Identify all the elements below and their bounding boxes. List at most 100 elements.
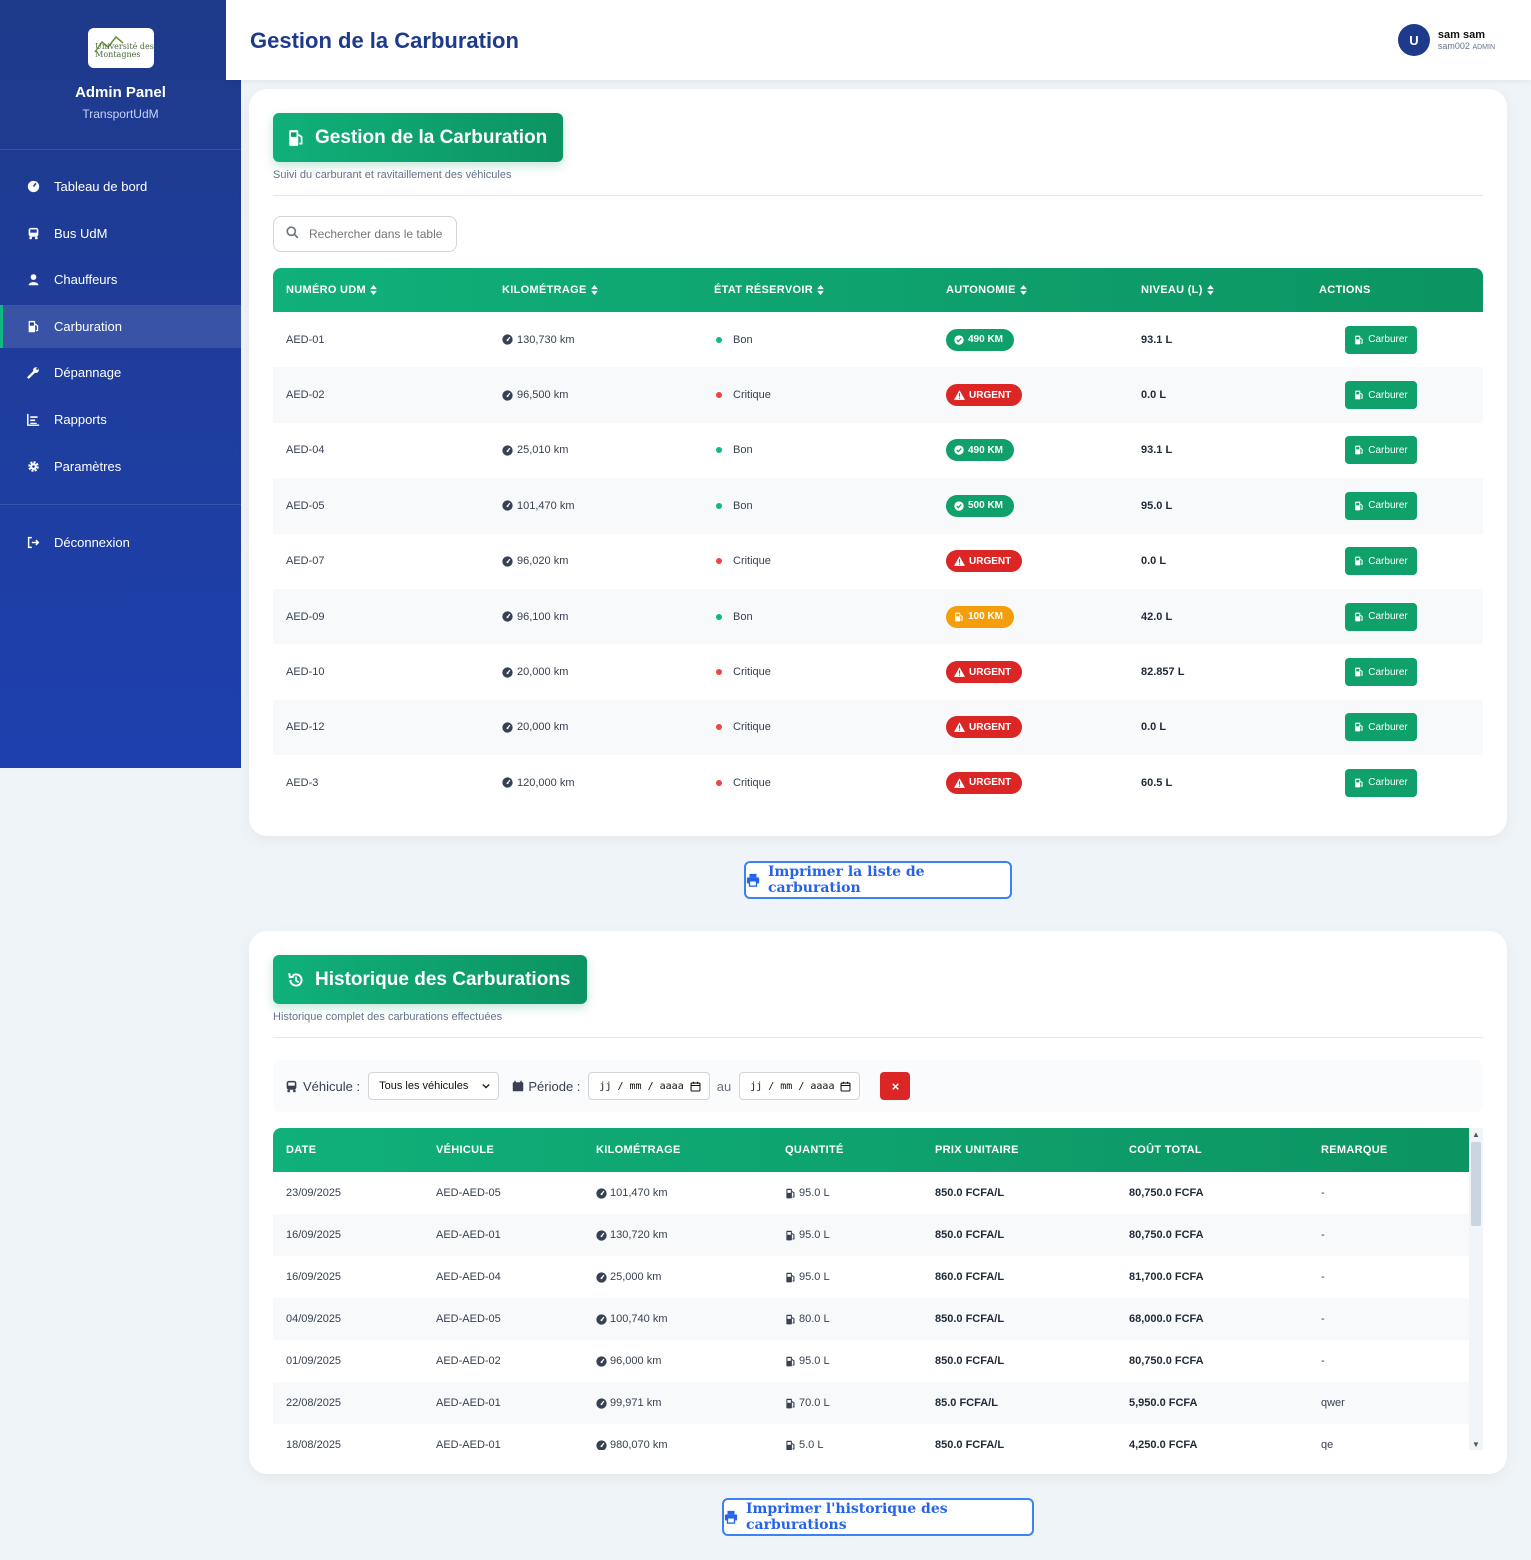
column-header: Véhicule — [423, 1144, 583, 1156]
user-icon — [26, 273, 40, 287]
sidebar-item-label: Dépannage — [54, 365, 122, 381]
sort-icon[interactable] — [817, 285, 824, 295]
vehicle-cell: AED-AED-01 — [423, 1439, 583, 1450]
refuel-button[interactable]: Carburer — [1345, 381, 1417, 410]
gauge-icon — [502, 389, 513, 401]
sort-icon[interactable] — [1206, 285, 1214, 295]
refuel-button[interactable]: Carburer — [1345, 436, 1417, 465]
search-input[interactable] — [309, 227, 443, 241]
scroll-down-icon[interactable]: ▼ — [1472, 1439, 1480, 1449]
sidebar-item-dashboard[interactable]: Tableau de bord — [0, 165, 241, 208]
sort-icon[interactable] — [370, 285, 377, 295]
column-header[interactable]: Numéro UdM — [273, 284, 489, 296]
mileage-value: 25,000 km — [610, 1271, 662, 1283]
date-value: 18/08/2025 — [286, 1439, 342, 1450]
check-circle-icon — [954, 335, 964, 345]
vehicle-number: AED-07 — [286, 555, 325, 568]
sidebar-item-drivers[interactable]: Chauffeurs — [0, 258, 241, 301]
print-history-button[interactable]: Imprimer l'historique des carburations — [722, 1498, 1034, 1536]
date-cell: 18/08/2025 — [273, 1439, 423, 1450]
sort-icon[interactable] — [590, 285, 598, 295]
refuel-button[interactable]: Carburer — [1345, 713, 1417, 742]
quantity-cell: 5.0 L — [772, 1439, 922, 1450]
end-date-input[interactable]: jj / mm / aaaa — [739, 1072, 861, 1100]
remark-cell: - — [1308, 1313, 1469, 1325]
history-table-container[interactable]: Date Véhicule Kilométrage Quantité Prix unit… — [273, 1128, 1483, 1450]
level-cell: 60.5 L — [1128, 777, 1306, 789]
mileage-cell: 96,000 km — [583, 1355, 772, 1367]
clear-filters-button[interactable]: × — [880, 1072, 911, 1100]
topbar: Gestion de la Carburation U sam sam sam0… — [226, 0, 1531, 80]
refuel-button[interactable]: Carburer — [1345, 491, 1417, 520]
sidebar-item-repair[interactable]: Dépannage — [0, 351, 241, 394]
remark-value: - — [1321, 1187, 1325, 1199]
refuel-button[interactable]: Carburer — [1345, 768, 1417, 797]
start-date-input[interactable]: jj / mm / aaaa — [588, 1072, 710, 1100]
user-menu[interactable]: U sam sam sam002 ADMIN — [1397, 24, 1495, 56]
remark-cell: qwer — [1308, 1397, 1469, 1409]
total-cost-cell: 80,750.0 FCFA — [1116, 1229, 1308, 1241]
scroll-up-icon[interactable]: ▲ — [1472, 1129, 1480, 1139]
vehicle-number: AED-02 — [286, 389, 325, 402]
table-row: 04/09/2025 AED-AED-05 100,740 km 80.0 L 850.… — [273, 1298, 1469, 1340]
sidebar-item-label: Bus UdM — [54, 225, 108, 241]
gauge-icon — [502, 777, 513, 788]
fuel-table-body: AED-01 130,730 km Bon 490 KM 93.1 L Carburer A… — [273, 312, 1483, 811]
sidebar-divider — [0, 503, 241, 505]
gauge-icon — [596, 1439, 607, 1450]
refuel-button[interactable]: Carburer — [1345, 325, 1417, 354]
quantity-cell: 95.0 L — [772, 1229, 922, 1241]
remark-value: qwer — [1321, 1397, 1345, 1409]
logout-button[interactable]: Déconnexion — [0, 521, 241, 564]
gas-pump-icon — [26, 319, 40, 333]
total-cost-cell: 81,700.0 FCFA — [1116, 1271, 1308, 1283]
column-header-label: Prix unitaire — [935, 1144, 1019, 1156]
print-fuel-list-label: Imprimer la liste de carburation — [768, 864, 925, 896]
scrollbar-thumb[interactable] — [1471, 1142, 1481, 1226]
history-filters: Véhicule : Tous les véhicules Période : … — [273, 1060, 1483, 1112]
refuel-button-label: Carburer — [1368, 444, 1408, 456]
calendar-icon — [840, 1081, 851, 1092]
history-scrollbar[interactable]: ▲ ▼ — [1469, 1128, 1483, 1450]
refuel-button[interactable]: Carburer — [1345, 602, 1417, 631]
warning-icon — [954, 667, 965, 677]
column-header[interactable]: Kilométrage — [489, 284, 701, 296]
autonomy-badge: URGENT — [946, 661, 1023, 684]
column-header-label: Numéro UdM — [286, 284, 366, 296]
unit-price-value: 850.0 FCFA/L — [935, 1229, 1005, 1241]
print-history-label: Imprimer l'historique des carburations — [746, 1501, 948, 1533]
unit-price-cell: 850.0 FCFA/L — [922, 1439, 1116, 1450]
bus-icon — [285, 1080, 298, 1093]
table-row: 01/09/2025 AED-AED-02 96,000 km 95.0 L 850.0… — [273, 1340, 1469, 1382]
column-header: Coût total — [1116, 1144, 1308, 1156]
sidebar-nav: Tableau de bord Bus UdM Chauffeurs Carbu… — [0, 150, 241, 564]
column-header[interactable]: Niveau (L) — [1128, 284, 1306, 296]
column-header-label: Véhicule — [436, 1144, 495, 1156]
wrench-icon — [26, 366, 40, 380]
fuel-table: Numéro UdM Kilométrage État Réservoir Auton… — [273, 268, 1483, 811]
autonomy-badge: URGENT — [946, 384, 1023, 407]
unit-price-cell: 850.0 FCFA/L — [922, 1313, 1116, 1325]
refuel-button[interactable]: Carburer — [1345, 658, 1417, 687]
column-header[interactable]: Autonomie — [933, 284, 1128, 296]
vehicle-number-cell: AED-01 — [273, 334, 489, 346]
sidebar-item-reports[interactable]: Rapports — [0, 398, 241, 441]
sidebar-item-fuel[interactable]: Carburation — [0, 304, 241, 348]
sidebar-item-bus[interactable]: Bus UdM — [0, 212, 241, 255]
fuel-level: 93.1 L — [1141, 444, 1173, 457]
date-value: 22/08/2025 — [286, 1397, 342, 1409]
end-date-placeholder: jj / mm / aaaa — [750, 1080, 835, 1092]
unit-price-cell: 850.0 FCFA/L — [922, 1229, 1116, 1241]
unit-price-cell: 850.0 FCFA/L — [922, 1187, 1116, 1199]
gas-pump-icon — [1354, 667, 1364, 677]
total-cost-cell: 80,750.0 FCFA — [1116, 1187, 1308, 1199]
sort-icon[interactable] — [1019, 285, 1027, 295]
vehicle-filter-select[interactable]: Tous les véhicules — [368, 1072, 500, 1100]
column-header-label: Remarque — [1321, 1144, 1388, 1156]
sidebar-item-settings[interactable]: Paramètres — [0, 445, 241, 488]
print-fuel-list-button[interactable]: Imprimer la liste de carburation — [744, 861, 1012, 899]
refuel-button-label: Carburer — [1368, 555, 1408, 567]
refuel-button[interactable]: Carburer — [1345, 547, 1417, 576]
column-header[interactable]: État Réservoir — [701, 284, 933, 296]
search-box[interactable] — [273, 216, 457, 252]
